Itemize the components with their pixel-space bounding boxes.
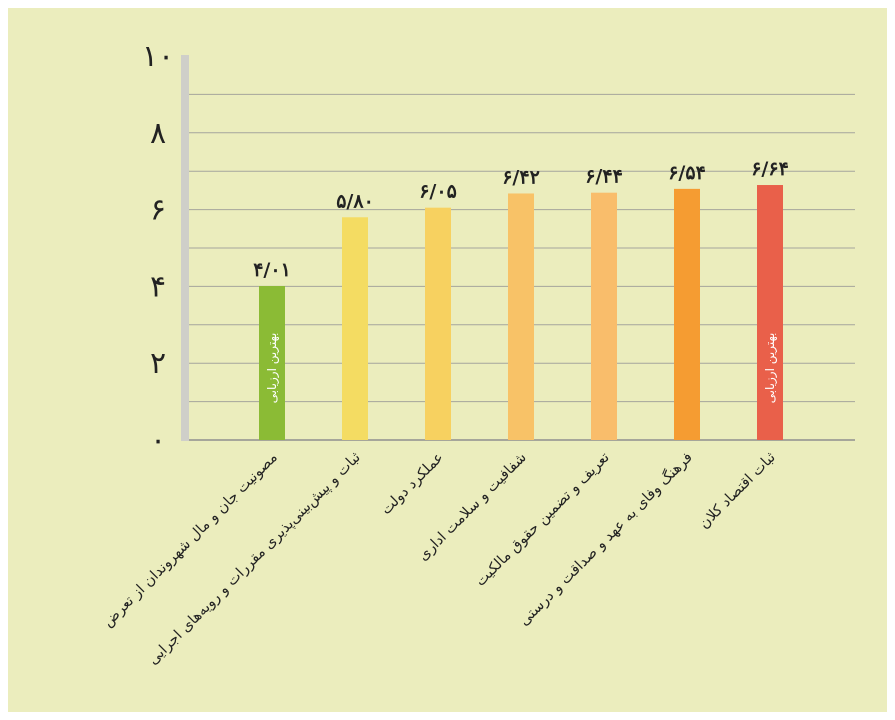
bar-annotation: بهترین ارزیابی bbox=[265, 333, 280, 404]
data-label: ۶/۶۴ bbox=[751, 158, 789, 180]
y-axis-bar bbox=[181, 55, 189, 441]
bar bbox=[591, 192, 617, 440]
y-tick-labels: ۰ ۲ ۴ ۶ ۸ ۱۰ bbox=[142, 39, 174, 458]
y-tick-label: ۲ bbox=[150, 346, 166, 381]
bar bbox=[342, 217, 368, 440]
bar bbox=[425, 207, 451, 440]
data-label: ۴/۰۱ bbox=[253, 259, 291, 281]
x-tick-label: فرهنگ وفای به عهد و صداقت و درستی bbox=[515, 448, 696, 629]
y-tick-label: ۴ bbox=[150, 269, 166, 304]
data-label: ۵/۸۰ bbox=[336, 190, 374, 212]
y-tick-label: ۶ bbox=[150, 193, 166, 228]
data-label: ۶/۴۴ bbox=[585, 166, 623, 188]
bar bbox=[757, 185, 783, 440]
y-tick-label: ۱۰ bbox=[142, 39, 174, 74]
bar bbox=[508, 193, 534, 440]
x-tick-label: مصونیت جان و مال شهروندان از تعرض bbox=[100, 450, 281, 631]
x-tick-label: عملکرد دولت bbox=[378, 450, 447, 519]
bars: ۴/۰۱ ۵/۸۰ ۶/۰۵ ۶/۴۲ ۶/۴۴ ۶/۵۴ ۶/۶۴ بهترین ارزیا… bbox=[253, 158, 789, 440]
y-tick-label: ۰ bbox=[150, 423, 166, 458]
x-tick-label: تعریف و تضمین حقوق مالکیت bbox=[473, 450, 613, 590]
data-label: ۶/۴۲ bbox=[502, 166, 540, 188]
bar bbox=[674, 188, 700, 440]
data-label: ۶/۵۴ bbox=[668, 162, 706, 184]
data-label: ۶/۰۵ bbox=[419, 181, 457, 203]
x-tick-label: ثبات اقتصاد کلان bbox=[696, 450, 779, 533]
bar bbox=[259, 286, 285, 440]
bar-annotation: بهترین ارزیابی bbox=[763, 333, 778, 404]
y-tick-label: ۸ bbox=[150, 116, 166, 151]
